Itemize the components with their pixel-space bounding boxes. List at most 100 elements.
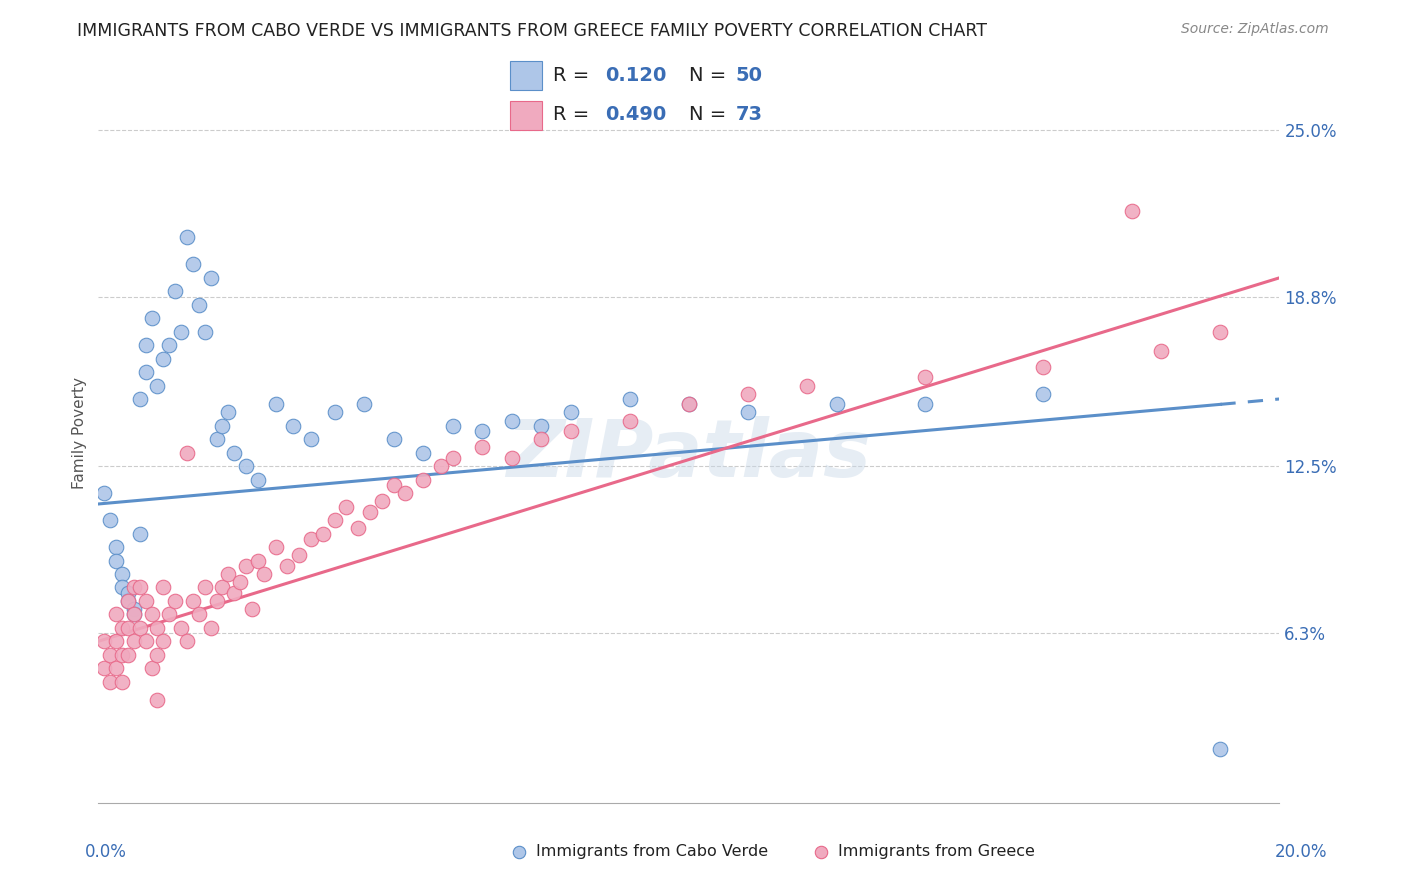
Point — [152, 581, 174, 595]
Point — [246, 553, 269, 567]
Point — [165, 285, 187, 299]
Point — [111, 621, 134, 635]
Point — [246, 473, 269, 487]
Text: Immigrants from Cabo Verde: Immigrants from Cabo Verde — [536, 845, 768, 859]
Point — [194, 325, 217, 339]
Point — [200, 621, 222, 635]
Point — [323, 405, 346, 419]
Text: ZIPatlas: ZIPatlas — [506, 416, 872, 494]
Point — [117, 594, 139, 608]
Point — [264, 397, 287, 411]
Point — [205, 594, 228, 608]
Point — [176, 634, 198, 648]
Bar — [510, 101, 543, 130]
Point — [312, 526, 335, 541]
Point — [299, 433, 322, 447]
Point — [111, 674, 134, 689]
Text: N =: N = — [689, 66, 733, 85]
Point — [412, 473, 434, 487]
Point — [122, 607, 145, 622]
Point — [157, 338, 180, 352]
Point — [359, 505, 381, 519]
Point — [412, 446, 434, 460]
Point — [122, 634, 145, 648]
Point — [98, 674, 121, 689]
Point — [276, 558, 298, 573]
Point — [170, 621, 193, 635]
Point — [441, 418, 464, 433]
Point — [1209, 742, 1232, 756]
Bar — [510, 62, 543, 90]
Point — [235, 558, 257, 573]
Point — [217, 405, 239, 419]
Point — [165, 594, 187, 608]
Point — [471, 424, 494, 438]
Point — [229, 575, 252, 590]
Point — [796, 378, 818, 392]
Point — [117, 648, 139, 662]
Point — [1121, 203, 1143, 218]
Point — [98, 648, 121, 662]
Point — [737, 405, 759, 419]
Point — [146, 621, 169, 635]
Y-axis label: Family Poverty: Family Poverty — [72, 376, 87, 489]
Point — [288, 548, 311, 562]
Point — [353, 397, 375, 411]
Point — [170, 325, 193, 339]
Point — [152, 634, 174, 648]
Text: 20.0%: 20.0% — [1274, 843, 1327, 861]
Point — [187, 607, 209, 622]
Point — [93, 634, 115, 648]
Text: R =: R = — [553, 105, 595, 125]
Point — [135, 594, 157, 608]
Point — [240, 602, 263, 616]
Point — [128, 581, 150, 595]
Point — [347, 521, 370, 535]
Point — [117, 586, 139, 600]
Text: 0.0%: 0.0% — [84, 843, 127, 861]
Text: IMMIGRANTS FROM CABO VERDE VS IMMIGRANTS FROM GREECE FAMILY POVERTY CORRELATION : IMMIGRANTS FROM CABO VERDE VS IMMIGRANTS… — [77, 22, 987, 40]
Point — [135, 634, 157, 648]
Text: 50: 50 — [735, 66, 763, 85]
Point — [283, 418, 305, 433]
Point — [152, 351, 174, 366]
Point — [111, 566, 134, 581]
Point — [678, 397, 700, 411]
Point — [737, 386, 759, 401]
Text: 73: 73 — [735, 105, 763, 125]
Point — [93, 661, 115, 675]
Point — [394, 486, 416, 500]
Point — [501, 413, 523, 427]
Point — [187, 298, 209, 312]
Point — [105, 661, 128, 675]
Point — [211, 418, 233, 433]
Point — [146, 693, 169, 707]
Point — [224, 446, 246, 460]
Point — [430, 459, 453, 474]
Point — [1032, 386, 1054, 401]
Text: Source: ZipAtlas.com: Source: ZipAtlas.com — [1181, 22, 1329, 37]
Text: N =: N = — [689, 105, 733, 125]
Point — [117, 594, 139, 608]
Point — [128, 526, 150, 541]
Point — [146, 378, 169, 392]
Point — [146, 648, 169, 662]
Point — [128, 392, 150, 406]
Point — [235, 459, 257, 474]
Point — [105, 540, 128, 554]
Point — [111, 648, 134, 662]
Point — [105, 607, 128, 622]
Point — [1032, 359, 1054, 374]
Point — [371, 494, 394, 508]
Point — [1150, 343, 1173, 358]
Point — [382, 433, 405, 447]
Point — [382, 478, 405, 492]
Point — [141, 607, 163, 622]
Text: 0.490: 0.490 — [605, 105, 666, 125]
Point — [1209, 325, 1232, 339]
Point — [253, 566, 276, 581]
Point — [299, 532, 322, 546]
Text: 0.120: 0.120 — [605, 66, 666, 85]
Point — [211, 581, 233, 595]
Point — [111, 581, 134, 595]
